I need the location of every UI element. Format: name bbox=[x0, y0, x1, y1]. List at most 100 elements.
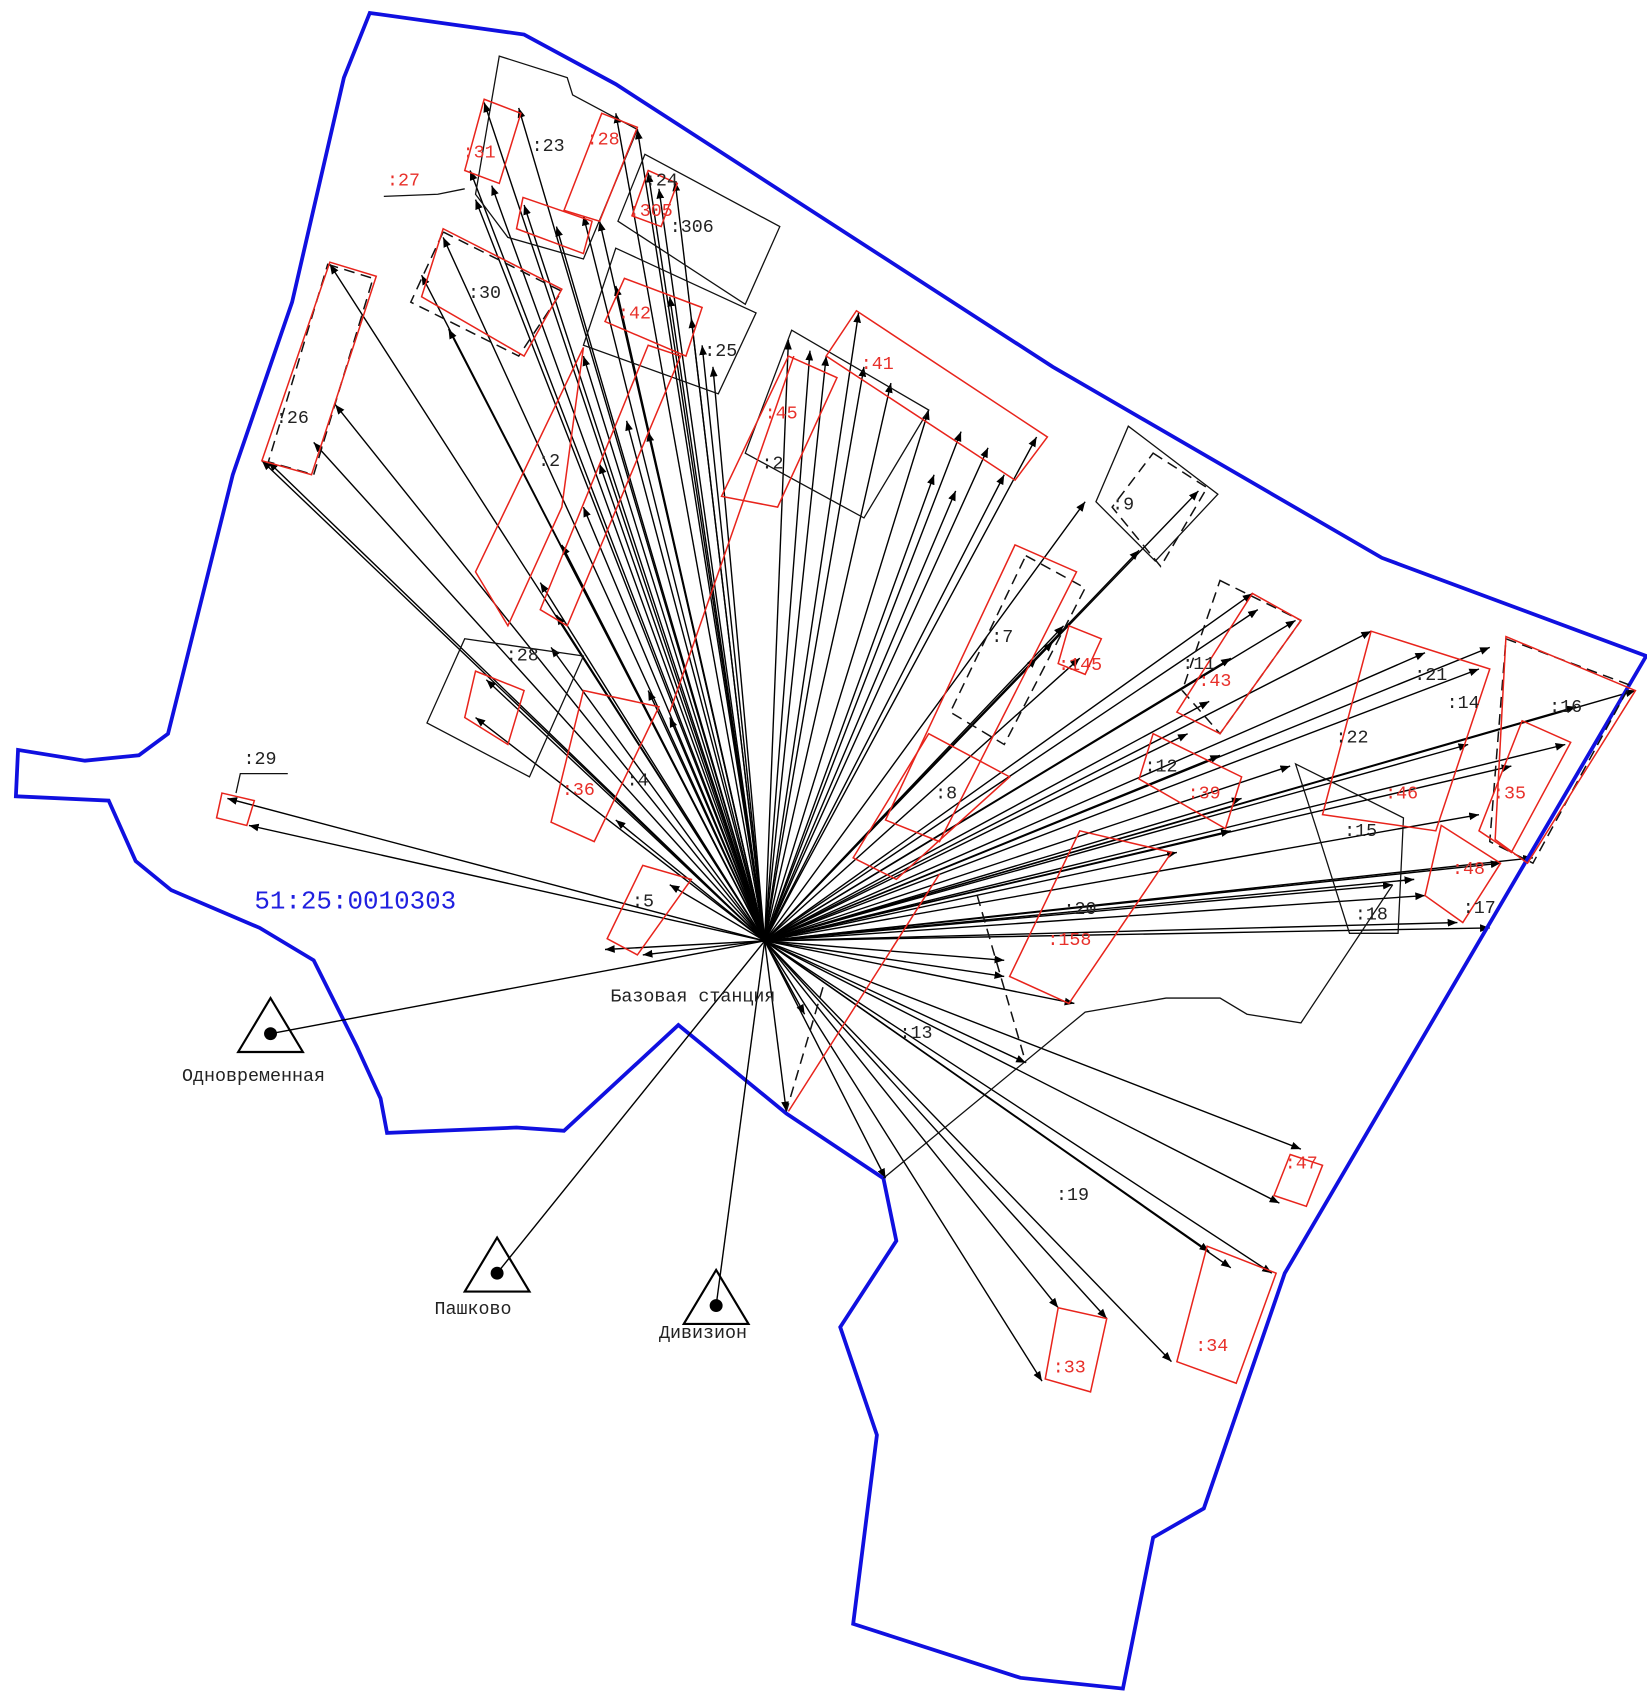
parcel-label: :41 bbox=[861, 354, 894, 375]
survey-ray bbox=[669, 884, 766, 942]
survey-ray bbox=[764, 812, 1480, 942]
survey-ray bbox=[604, 940, 765, 953]
survey-ray bbox=[764, 490, 957, 942]
parcel-label: :28 bbox=[506, 645, 539, 666]
survey-ray bbox=[764, 940, 1273, 1274]
survey-ray bbox=[582, 355, 766, 942]
parcel-label: :26 bbox=[276, 408, 309, 429]
new-parcels bbox=[215, 98, 1637, 1393]
parcel-label: :23 bbox=[532, 136, 565, 157]
survey-ray bbox=[469, 170, 766, 942]
survey-ray bbox=[764, 733, 1188, 942]
survey-ray bbox=[764, 854, 1534, 942]
survey-ray bbox=[763, 350, 814, 941]
station-label: Пашково bbox=[435, 1299, 512, 1320]
parcel-label: :8 bbox=[935, 783, 957, 804]
new-parcel-labels: :27 :31 :28 :305 :42 :41 :45 :145 :43 :4… bbox=[387, 130, 1526, 1379]
survey-ray bbox=[764, 940, 1005, 979]
parcel-label: :21 bbox=[1414, 665, 1447, 686]
parcel-label: :17 bbox=[1463, 898, 1496, 919]
survey-ray bbox=[764, 743, 1566, 942]
survey-ray bbox=[764, 652, 1426, 942]
parcel-label: :25 bbox=[704, 341, 737, 362]
survey-ray bbox=[248, 823, 765, 942]
survey-ray bbox=[483, 102, 766, 942]
survey-ray bbox=[764, 592, 1253, 942]
survey-ray bbox=[764, 797, 1242, 942]
parcel-label: :48 bbox=[1452, 859, 1485, 880]
rays bbox=[227, 102, 1636, 1382]
survey-ray bbox=[642, 940, 765, 958]
survey-ray bbox=[550, 646, 766, 942]
survey-ray bbox=[764, 940, 1108, 1319]
parcel-label: :7 bbox=[991, 627, 1013, 648]
survey-ray bbox=[598, 463, 766, 942]
survey-ray bbox=[329, 263, 766, 942]
parcel-label: :16 bbox=[1549, 697, 1582, 718]
parcel-label: :2 bbox=[538, 451, 560, 472]
parcel-label: :22 bbox=[1335, 727, 1368, 748]
survey-ray bbox=[313, 441, 766, 942]
survey-ray bbox=[656, 188, 766, 941]
survey-ray bbox=[688, 318, 766, 941]
parcel-labels: :23 :24 :306 :30 :25 :26 :2 :2 :9 :7 :28… bbox=[244, 136, 1583, 1206]
survey-ray bbox=[523, 204, 766, 942]
parcel-label: :47 bbox=[1285, 1154, 1318, 1175]
parcel-label: :43 bbox=[1198, 671, 1231, 692]
parcel-label: :46 bbox=[1385, 783, 1418, 804]
survey-ray bbox=[764, 474, 935, 942]
survey-ray bbox=[764, 382, 893, 942]
parcel-label: :5 bbox=[632, 891, 654, 912]
survey-ray bbox=[764, 609, 1259, 942]
parcel-label: :31 bbox=[463, 143, 496, 164]
survey-ray bbox=[764, 940, 1210, 1253]
survey-ray bbox=[764, 892, 1426, 942]
survey-ray bbox=[764, 474, 1005, 942]
survey-ray bbox=[764, 657, 1081, 942]
survey-ray bbox=[764, 743, 1469, 942]
survey-ray bbox=[764, 700, 1210, 942]
parcel-label: :2 bbox=[761, 453, 783, 474]
survey-ray bbox=[555, 226, 766, 942]
survey-ray bbox=[764, 940, 1005, 964]
base-station-label: Базовая станция bbox=[610, 986, 775, 1007]
parcel-label: :19 bbox=[1056, 1185, 1089, 1206]
parcel-label: :13 bbox=[900, 1023, 933, 1044]
survey-ray bbox=[763, 339, 792, 941]
survey-ray bbox=[764, 850, 1178, 942]
parcel-label: :39 bbox=[1188, 783, 1221, 804]
parcel-label: :29 bbox=[244, 749, 277, 770]
survey-ray bbox=[709, 366, 766, 941]
parcel-label: :145 bbox=[1058, 655, 1102, 676]
parcels-dashed bbox=[267, 230, 1632, 1112]
survey-ray bbox=[764, 940, 887, 1179]
survey-ray bbox=[613, 113, 766, 941]
survey-ray bbox=[764, 940, 806, 1015]
parcel-label: :14 bbox=[1447, 693, 1480, 714]
parcel-label: :36 bbox=[562, 780, 595, 801]
survey-ray bbox=[261, 460, 766, 942]
survey-ray bbox=[474, 199, 766, 942]
survey-ray bbox=[764, 940, 1027, 1064]
survey-ray bbox=[764, 940, 1075, 1006]
survey-ray bbox=[764, 431, 962, 942]
survey-ray bbox=[763, 940, 789, 1112]
survey-ray bbox=[764, 501, 1086, 942]
parcel-label: :18 bbox=[1355, 904, 1388, 925]
quarter-number: 51:25:0010303 bbox=[254, 887, 456, 917]
survey-ray bbox=[764, 764, 1512, 942]
survey-ray bbox=[764, 641, 1054, 942]
survey-ray bbox=[764, 447, 989, 942]
parcel-label: :45 bbox=[765, 404, 798, 425]
parcel-label: :30 bbox=[468, 283, 501, 304]
parcel-label: :33 bbox=[1053, 1357, 1086, 1378]
parcel-label: :306 bbox=[670, 217, 714, 238]
survey-ray bbox=[764, 765, 1291, 942]
parcel-label: :9 bbox=[1112, 494, 1134, 515]
parcel-label: :12 bbox=[1144, 756, 1177, 777]
quarter-boundary bbox=[13, 10, 1647, 1691]
survey-ray bbox=[763, 355, 830, 941]
parcel-label: :20 bbox=[1064, 899, 1097, 920]
survey-ray bbox=[764, 646, 1491, 942]
survey-ray bbox=[227, 797, 765, 942]
